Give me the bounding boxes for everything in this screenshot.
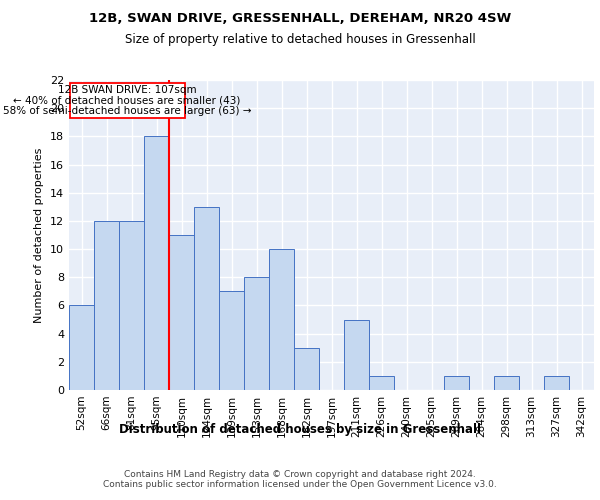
Bar [544,376,569,390]
Bar [244,278,269,390]
Text: Size of property relative to detached houses in Gressenhall: Size of property relative to detached ho… [125,32,475,46]
Bar [194,207,219,390]
Bar [144,136,169,390]
Bar [444,376,469,390]
Y-axis label: Number of detached properties: Number of detached properties [34,148,44,322]
Bar [269,249,294,390]
Bar [344,320,369,390]
Text: ← 40% of detached houses are smaller (43): ← 40% of detached houses are smaller (43… [13,96,241,106]
Bar [119,221,144,390]
Bar [169,235,194,390]
Bar [294,348,319,390]
Bar [69,306,94,390]
Text: 12B SWAN DRIVE: 107sqm: 12B SWAN DRIVE: 107sqm [58,85,196,95]
Text: Contains HM Land Registry data © Crown copyright and database right 2024.
Contai: Contains HM Land Registry data © Crown c… [103,470,497,490]
FancyBboxPatch shape [70,83,185,118]
Bar [94,221,119,390]
Text: 12B, SWAN DRIVE, GRESSENHALL, DEREHAM, NR20 4SW: 12B, SWAN DRIVE, GRESSENHALL, DEREHAM, N… [89,12,511,26]
Bar [369,376,394,390]
Text: Distribution of detached houses by size in Gressenhall: Distribution of detached houses by size … [119,422,481,436]
Bar [494,376,519,390]
Text: 58% of semi-detached houses are larger (63) →: 58% of semi-detached houses are larger (… [3,106,251,116]
Bar [219,292,244,390]
